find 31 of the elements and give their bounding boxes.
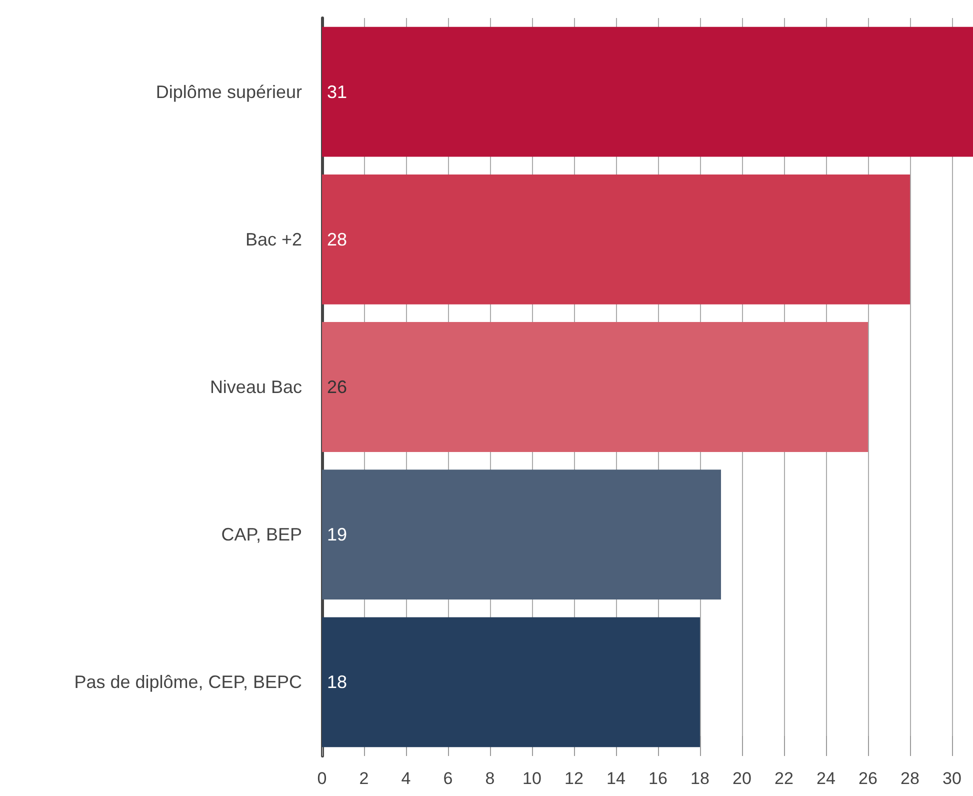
x-tick-label: 0: [317, 769, 327, 788]
x-tick-label: 26: [858, 769, 878, 788]
bar: [322, 470, 721, 600]
data-label: 28: [327, 229, 348, 250]
x-tick-label: 14: [606, 769, 626, 788]
x-tick-label: 2: [359, 769, 369, 788]
x-tick-label: 16: [648, 769, 668, 788]
x-tick-label: 22: [774, 769, 794, 788]
data-label: 31: [327, 82, 348, 102]
x-tick-label: 20: [732, 769, 752, 788]
x-tick-label: 4: [401, 769, 411, 788]
y-tick-label: CAP, BEP: [221, 524, 302, 545]
x-tick-label: 6: [443, 769, 453, 788]
y-tick-label: Pas de diplôme, CEP, BEPC: [74, 672, 302, 692]
y-tick-label: Bac +2: [245, 229, 302, 250]
data-label: 19: [327, 524, 348, 545]
bar: [322, 26, 973, 157]
x-tick-label: 10: [522, 769, 542, 788]
x-tick-label: 18: [690, 769, 710, 788]
bar: [322, 322, 868, 452]
data-label: 18: [327, 672, 348, 692]
y-tick-label: Niveau Bac: [210, 377, 302, 397]
x-tick-label: 28: [900, 769, 920, 788]
x-tick-label: 30: [942, 769, 962, 788]
data-label: 26: [327, 377, 348, 397]
bar: [322, 617, 700, 748]
x-tick-label: 8: [485, 769, 495, 788]
x-tick-label: 24: [816, 769, 836, 788]
bar: [322, 174, 910, 304]
y-tick-label: Diplôme supérieur: [156, 82, 302, 102]
x-tick-label: 12: [564, 769, 584, 788]
